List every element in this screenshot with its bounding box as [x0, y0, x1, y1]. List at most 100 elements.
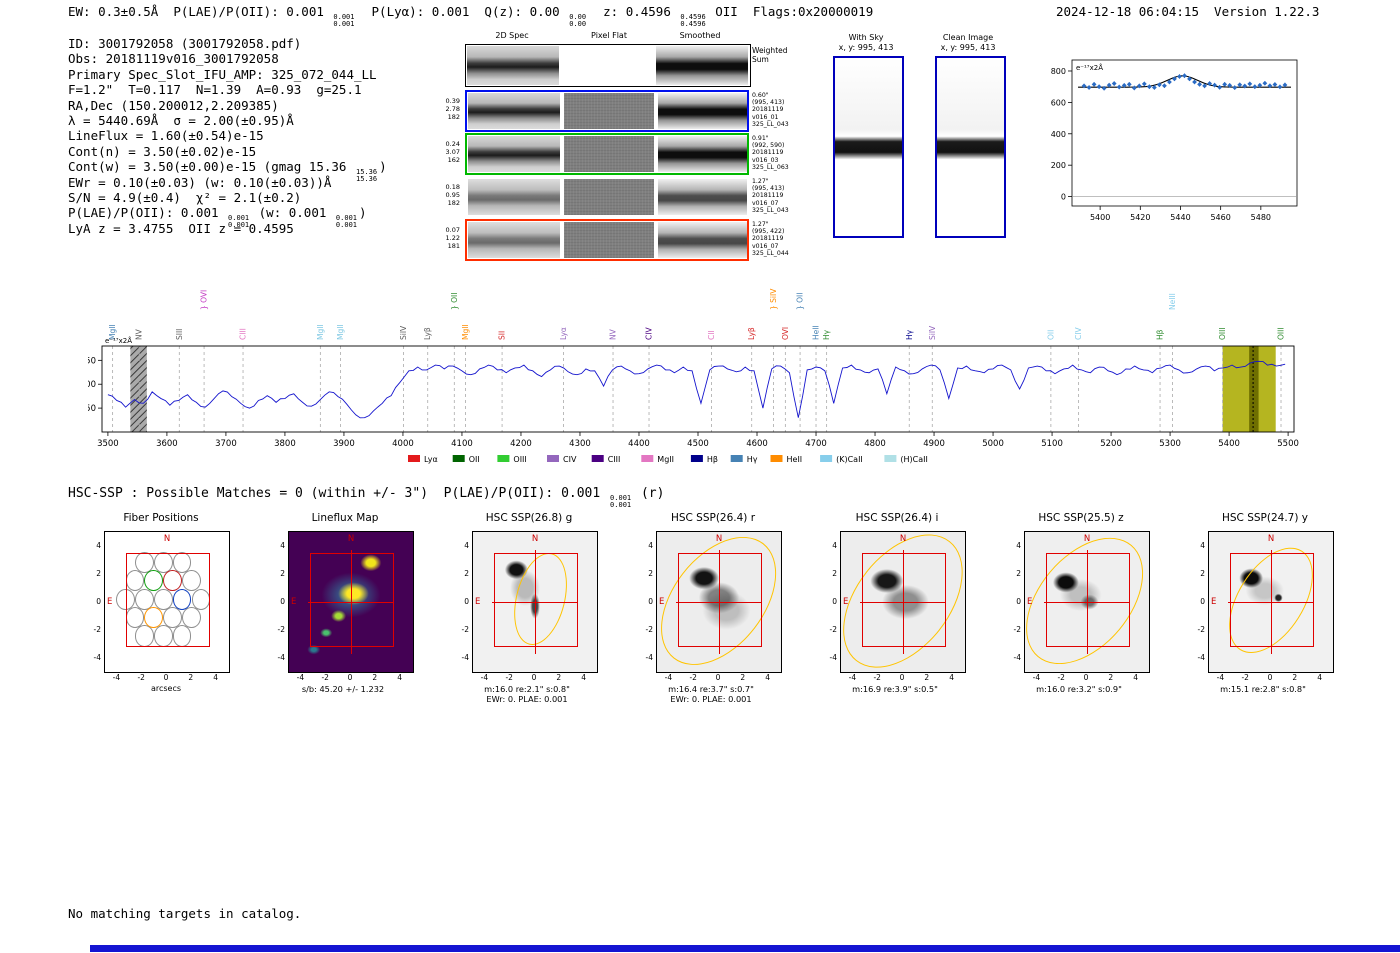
spec-line-label: OVI — [781, 327, 790, 340]
x-tick-label: 4000 — [392, 439, 414, 449]
y-tick-label: 2 — [1200, 569, 1205, 578]
caption-line: v016_07 — [752, 199, 779, 207]
caption-line: (992, 590) — [752, 142, 785, 150]
east-label: E — [843, 597, 849, 607]
caption-line: 325_LL_044 — [752, 249, 789, 257]
x-tick-label: 0 — [531, 673, 537, 682]
text-segment: EW: 0.3±0.5Å P(LAE)/P(OII): 0.001 — [68, 4, 332, 19]
weight-value: 0.95 — [445, 191, 460, 199]
y-tick-label: 2 — [96, 569, 101, 578]
caption-line: 20181119 — [752, 149, 784, 157]
x-ticks: -4 -2 0 2 4 — [1024, 673, 1148, 682]
x-axis-label: arcsecs — [150, 684, 182, 693]
data-point — [1156, 82, 1162, 88]
info-line: Cont(w) = 3.50(±0.00)e-15 (gmag 15.36 15… — [68, 159, 387, 182]
text-segment: λ = 5440.69Å σ = 2.00(±0.95)Å — [68, 112, 294, 128]
fiber-id-caption: 0.60" (995, 413) 20181119 v016_01 325_LL_043 — [752, 92, 822, 128]
caption-line: 20181119 — [752, 192, 784, 200]
data-point — [1207, 81, 1213, 86]
weight-value: 0.24 — [445, 140, 460, 148]
x-tick-label: 0 — [163, 673, 169, 682]
crosshair-vertical — [535, 550, 536, 654]
north-label: N — [1267, 534, 1275, 544]
panel-caption: m:16.0 re:2.1" s:0.8" EWr: 0. PLAE: 0.001 — [444, 684, 610, 704]
caption-line: (995, 422) — [752, 228, 785, 236]
spec-line-label: Hβ — [1156, 329, 1165, 340]
spec-line-label: } OVI — [200, 290, 209, 310]
footer-line: No matching targets in catalog. — [68, 906, 302, 921]
caption-line: v016_07 — [752, 242, 779, 250]
legend-label: OII — [469, 455, 480, 464]
spec-line-label: Hγ — [822, 329, 831, 340]
x-tick-label: 0 — [1267, 673, 1273, 682]
x-tick-label: 5200 — [1100, 439, 1122, 449]
x-tick-label: 4 — [397, 673, 402, 682]
crosshair-vertical — [351, 550, 352, 654]
2d-spec-image — [468, 136, 560, 172]
caption-line: m:16.0 re:2.1" s:0.8" — [484, 684, 570, 694]
info-line: LineFlux = 1.60(±0.54)e-15 — [68, 128, 387, 143]
data-point — [1101, 85, 1107, 91]
spec-line-label: NeIII — [1168, 293, 1177, 310]
fiber-circle — [163, 607, 183, 629]
x-tick-label: 5480 — [1251, 213, 1271, 222]
y-tick-label: -2 — [645, 625, 653, 634]
y-tick-label: 0 — [1200, 597, 1205, 606]
x-tick-label: 4 — [213, 673, 218, 682]
spec-line-label: SII — [498, 331, 507, 340]
text-segment: LyA z = 3.4755 OII z = 0.4595 — [68, 220, 294, 236]
x-tick-label: 4700 — [805, 439, 827, 449]
legend-label: CIV — [563, 455, 577, 464]
hsc-r-plot: N E — [656, 531, 782, 673]
x-tick-label: -2 — [873, 673, 881, 682]
data-point — [1136, 83, 1142, 89]
y-tick-label: 4 — [648, 541, 653, 550]
spec-line-label: OIII — [1277, 327, 1286, 340]
fiber-circle — [144, 607, 164, 629]
legend-swatch — [591, 455, 604, 462]
x-tick-label: 4 — [1317, 673, 1322, 682]
y-tick-label: -2 — [1197, 625, 1205, 634]
y-tick-label: -4 — [1013, 653, 1021, 662]
panel-caption: s/b: 45.20 +/- 1.232 — [260, 684, 426, 694]
fiber-weight-numbers: 0.18 0.95 182 — [430, 183, 460, 207]
east-label: E — [107, 597, 113, 607]
legend-swatch — [690, 455, 703, 462]
x-tick-label: 0 — [347, 673, 353, 682]
data-point — [1277, 84, 1283, 90]
cutout-row — [465, 219, 749, 261]
band-hatch — [130, 346, 147, 432]
weight-value: 0.18 — [445, 183, 460, 191]
spec-line-label: Lyα — [559, 327, 568, 340]
y-tick-label: -2 — [1013, 625, 1021, 634]
spec-line-label: Hγ — [905, 329, 914, 340]
detection-info-block: ID: 3001792058 (3001792058.pdf) Obs: 2018… — [68, 36, 387, 236]
y-tick-label: 4 — [96, 541, 101, 550]
x-tick-label: 4400 — [628, 439, 650, 449]
spec-line-label: CIV — [645, 327, 654, 340]
catalog-match-notes: No matching targets in catalog. Row inte… — [68, 874, 301, 953]
plot-frame — [1071, 59, 1298, 207]
fiber-circle — [135, 625, 154, 647]
spec-line-label: SIII — [175, 329, 184, 340]
north-label: N — [1083, 534, 1091, 544]
caption-line: 1.27" — [752, 178, 769, 185]
y-tick-label: 2 — [832, 569, 837, 578]
x-tick-label: 0 — [715, 673, 721, 682]
text-segment: S/N = 4.9(±0.4) χ² = 2.1(±0.2) — [68, 189, 302, 205]
text-segment: HSC-SSP : Possible Matches = 0 (within +… — [68, 486, 609, 501]
x-tick-label: 5400 — [1090, 213, 1110, 222]
legend-swatch — [497, 455, 510, 462]
legend-label: Hγ — [747, 455, 758, 464]
fiber-positions-plot: N E — [104, 531, 230, 673]
stacked-fraction: 0.001 0.001 — [228, 214, 250, 229]
spec-line-label: CIII — [239, 328, 248, 340]
x-tick-label: 2 — [1292, 673, 1298, 682]
east-label: E — [659, 597, 665, 607]
column-header-2d-spec: 2D Spec — [495, 31, 529, 40]
north-label: N — [163, 534, 171, 544]
y-tick-label: 600 — [1051, 98, 1066, 107]
y-tick-label: 0 — [280, 597, 285, 606]
north-label: N — [347, 534, 355, 544]
x-tick-label: 4 — [1133, 673, 1138, 682]
